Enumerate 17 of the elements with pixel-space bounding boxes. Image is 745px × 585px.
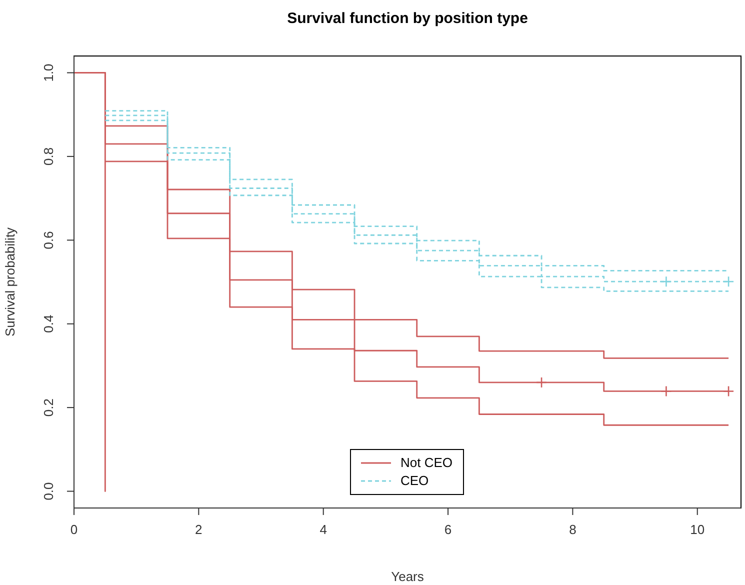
x-tick-label: 10	[690, 522, 705, 538]
y-axis-title: Survival probability	[2, 226, 18, 337]
x-tick-label: 8	[569, 522, 576, 538]
chart-title: Survival function by position type	[286, 10, 529, 27]
x-axis-title: Years	[391, 569, 424, 584]
x-tick-label: 6	[444, 522, 452, 538]
y-tick-label: 0.6	[41, 231, 56, 250]
x-tick-label: 2	[195, 522, 202, 538]
x-tick-label: 4	[320, 522, 327, 538]
y-tick-label: 0.4	[41, 314, 56, 333]
legend-label: CEO	[400, 472, 429, 490]
y-tick-label: 0.0	[41, 482, 56, 500]
legend-label: Not CEO	[400, 454, 453, 472]
y-tick-label: 0.2	[41, 398, 56, 417]
x-tick-label: 0	[70, 522, 78, 538]
y-tick-label: 1.0	[41, 64, 56, 82]
y-tick-label: 0.8	[41, 147, 56, 166]
